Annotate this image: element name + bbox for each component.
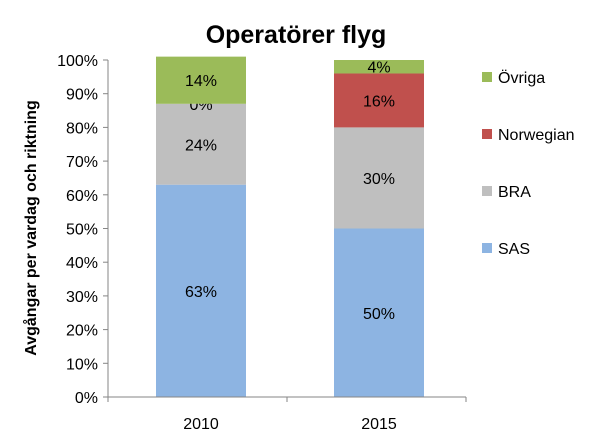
bar-segment-sas-2015: [334, 228, 424, 397]
x-tick-label-2015: 2015: [361, 416, 397, 433]
x-tick-label-2010: 2010: [183, 416, 219, 433]
y-tick-label: 100%: [57, 53, 98, 70]
legend-swatch-bra: [482, 186, 492, 196]
data-label-bra-2010: 24%: [185, 137, 217, 154]
legend-swatch-sas: [482, 243, 492, 253]
bar-segment-sas-2010: [156, 184, 246, 397]
data-label-sas-2010: 63%: [185, 284, 217, 301]
bar-segment-bra-2015: [334, 127, 424, 229]
y-tick-label: 80%: [66, 120, 98, 137]
legend: Övriga Norwegian BRA SAS: [482, 69, 574, 258]
y-tick-label: 50%: [66, 222, 98, 239]
legend-swatch-norwegian: [482, 129, 492, 139]
bar-segment-norwegian-2015: [334, 73, 424, 128]
data-label-norwegian-2015: 16%: [363, 93, 395, 110]
y-tick-label: 10%: [66, 356, 98, 373]
data-label-övriga-2015: 4%: [367, 60, 390, 77]
legend-label-bra: BRA: [498, 184, 531, 201]
y-tick-label: 30%: [66, 289, 98, 306]
plot-area: 63%24%0%14%50%30%16%4%0%10%20%30%40%50%6…: [57, 53, 467, 433]
legend-label-övriga: Övriga: [498, 69, 545, 87]
y-tick-label: 70%: [66, 154, 98, 171]
data-label-övriga-2010: 14%: [185, 73, 217, 90]
y-tick-label: 60%: [66, 188, 98, 205]
y-tick-label: 90%: [66, 87, 98, 104]
legend-label-norwegian: Norwegian: [498, 127, 574, 144]
chart-title: Operatörer flyg: [206, 21, 387, 49]
y-tick-label: 0%: [75, 390, 98, 407]
data-label-sas-2015: 50%: [363, 306, 395, 323]
bar-segment-övriga-2010: [156, 56, 246, 104]
y-tick-label: 40%: [66, 255, 98, 272]
legend-swatch-övriga: [482, 72, 492, 82]
data-label-bra-2015: 30%: [363, 171, 395, 188]
bar-segment-bra-2010: [156, 103, 246, 185]
y-tick-label: 20%: [66, 323, 98, 340]
y-axis-label: Avgångar per vardag och riktning: [22, 100, 40, 355]
bar-segment-övriga-2015: [334, 60, 424, 74]
legend-label-sas: SAS: [498, 241, 530, 258]
